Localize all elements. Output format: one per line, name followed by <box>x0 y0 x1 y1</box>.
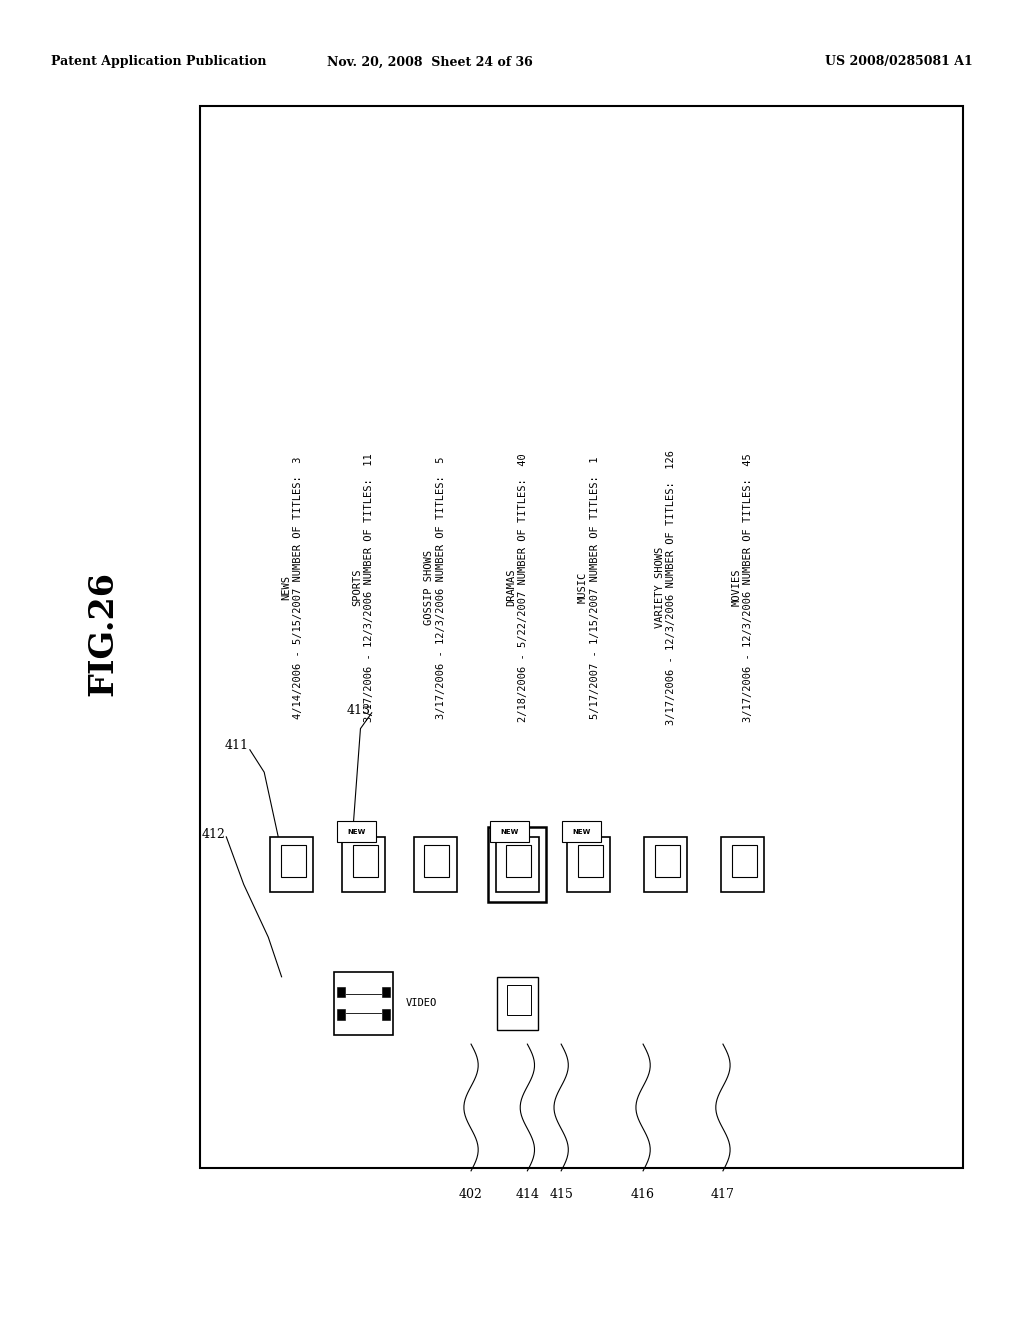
Text: NEW: NEW <box>501 829 519 834</box>
Bar <box>270 837 313 892</box>
Text: VARIETY SHOWS
3/17/2006 - 12/3/2006 NUMBER OF TITLES:  126: VARIETY SHOWS 3/17/2006 - 12/3/2006 NUMB… <box>654 450 677 725</box>
Bar <box>562 821 601 842</box>
Text: 411: 411 <box>225 739 249 752</box>
Bar <box>342 837 385 892</box>
Bar <box>414 837 457 892</box>
Bar <box>731 845 757 878</box>
Text: NEW: NEW <box>347 829 366 834</box>
Text: NEW: NEW <box>572 829 591 834</box>
Text: 416: 416 <box>631 1188 655 1201</box>
Text: 415: 415 <box>549 1188 573 1201</box>
Bar <box>578 845 603 878</box>
Text: MOVIES
3/17/2006 - 12/3/2006 NUMBER OF TITLES:  45: MOVIES 3/17/2006 - 12/3/2006 NUMBER OF T… <box>731 453 754 722</box>
Text: 412: 412 <box>202 828 225 841</box>
Text: VIDEO: VIDEO <box>406 998 437 1008</box>
Bar <box>506 845 531 878</box>
Text: MUSIC
5/17/2007 - 1/15/2007 NUMBER OF TITLES:  1: MUSIC 5/17/2007 - 1/15/2007 NUMBER OF TI… <box>578 457 600 718</box>
Bar <box>490 821 529 842</box>
Bar <box>488 828 546 902</box>
Text: DRAMAS
2/18/2006 - 5/22/2007 NUMBER OF TITLES:  40: DRAMAS 2/18/2006 - 5/22/2007 NUMBER OF T… <box>506 453 528 722</box>
Bar <box>281 845 306 878</box>
Text: 414: 414 <box>515 1188 540 1201</box>
Bar <box>721 837 764 892</box>
Bar <box>382 1010 390 1020</box>
Text: Nov. 20, 2008  Sheet 24 of 36: Nov. 20, 2008 Sheet 24 of 36 <box>328 55 532 69</box>
Bar <box>337 986 345 997</box>
Text: 413: 413 <box>347 704 371 717</box>
Text: GOSSIP SHOWS
3/17/2006 - 12/3/2006 NUMBER OF TITLES:  5: GOSSIP SHOWS 3/17/2006 - 12/3/2006 NUMBE… <box>424 457 446 718</box>
Bar <box>352 845 378 878</box>
Bar <box>497 977 538 1030</box>
Bar <box>200 106 963 1168</box>
Bar <box>507 985 530 1015</box>
Text: US 2008/0285081 A1: US 2008/0285081 A1 <box>825 55 973 69</box>
Text: FIG.26: FIG.26 <box>86 572 119 696</box>
Text: 402: 402 <box>459 1188 483 1201</box>
Bar <box>655 845 680 878</box>
Text: SPORTS
3/17/2006 - 12/3/2006 NUMBER OF TITLES:  11: SPORTS 3/17/2006 - 12/3/2006 NUMBER OF T… <box>352 453 375 722</box>
Text: 417: 417 <box>711 1188 735 1201</box>
Bar <box>334 972 393 1035</box>
Bar <box>424 845 450 878</box>
Bar <box>644 837 687 892</box>
Bar <box>337 821 376 842</box>
Bar <box>382 986 390 997</box>
Bar <box>337 1010 345 1020</box>
Text: NEWS
4/14/2006 - 5/15/2007 NUMBER OF TITLES:  3: NEWS 4/14/2006 - 5/15/2007 NUMBER OF TIT… <box>281 457 303 718</box>
Bar <box>496 837 539 892</box>
Bar <box>567 837 610 892</box>
Text: Patent Application Publication: Patent Application Publication <box>51 55 266 69</box>
